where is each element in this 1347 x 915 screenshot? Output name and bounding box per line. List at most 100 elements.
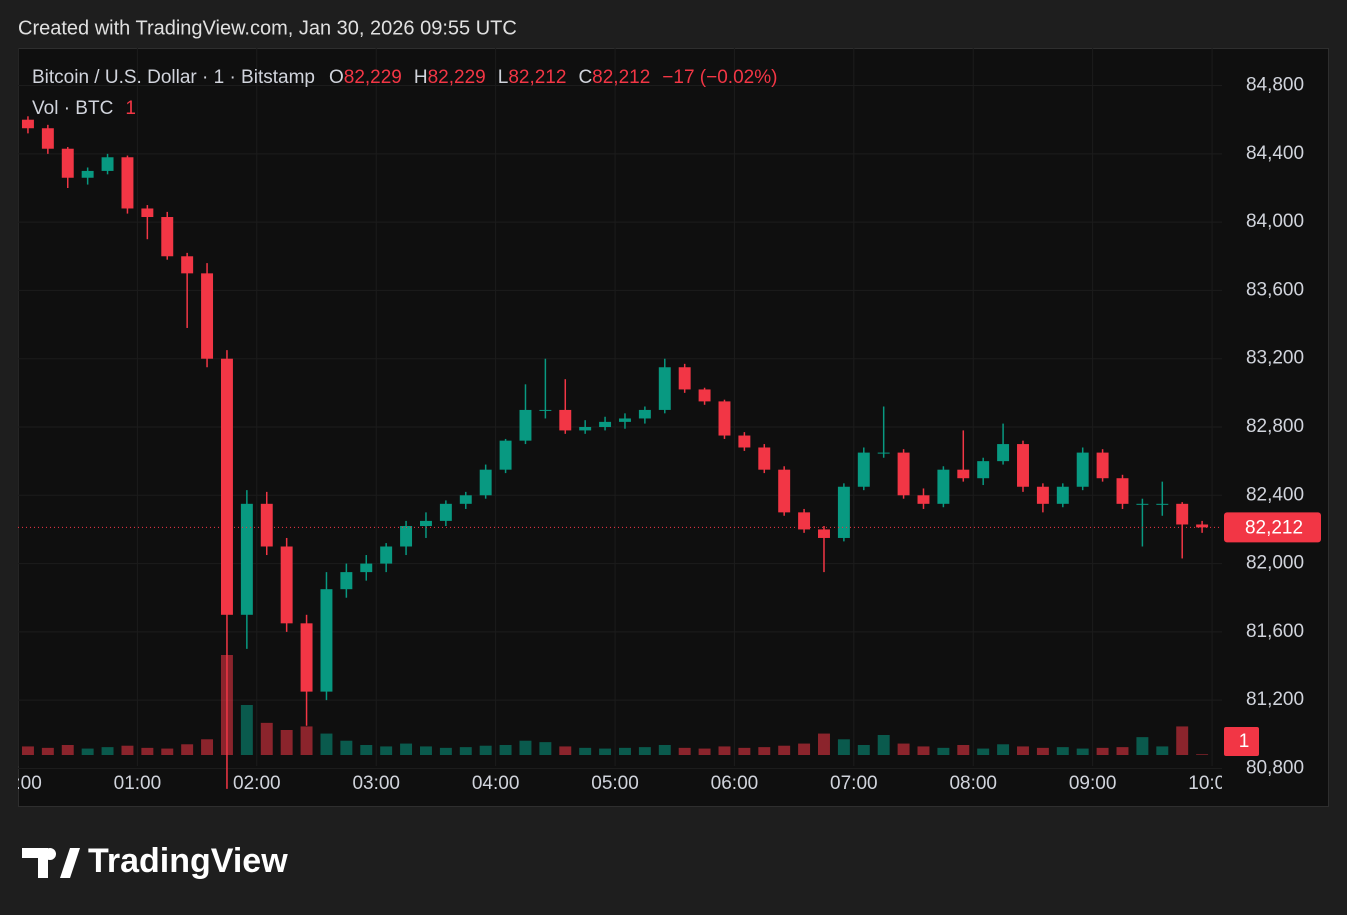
- caption: Created with TradingView.com, Jan 30, 20…: [18, 17, 517, 39]
- volume-bar: [280, 730, 293, 755]
- candle-body: [698, 389, 711, 402]
- brand-logo: [22, 848, 80, 878]
- candle-body: [101, 157, 114, 171]
- volume-bar: [837, 739, 850, 755]
- volume-bar: [1096, 747, 1109, 755]
- volume-bar: [1156, 746, 1169, 755]
- volume-legend: Vol · BTC 1: [32, 98, 136, 119]
- volume-bar: [698, 748, 711, 755]
- candle-body: [778, 469, 791, 513]
- volume-bar: [579, 747, 592, 755]
- legend-line: Bitcoin / U.S. Dollar · 1 · Bitstamp O82,…: [32, 67, 777, 88]
- candle-body: [400, 526, 413, 547]
- candle-body: [738, 435, 751, 448]
- volume-bar: [638, 747, 651, 755]
- change: −17 (−0.02%): [662, 67, 777, 88]
- candle-body: [1096, 452, 1109, 479]
- volume-bar: [101, 747, 114, 755]
- y-tick-label: 84,400: [1246, 143, 1304, 164]
- volume-bar: [360, 745, 373, 755]
- candle-body: [658, 367, 671, 410]
- y-tick-label: 82,800: [1246, 416, 1304, 437]
- candle-body: [499, 440, 512, 470]
- volume-bar: [499, 745, 512, 755]
- candle-body: [1036, 486, 1049, 504]
- volume-bar: [1116, 747, 1129, 755]
- ohlc-key: C: [578, 67, 592, 88]
- volume-bar: [300, 726, 313, 755]
- volume-bar: [141, 747, 154, 755]
- volume-bar: [121, 745, 134, 755]
- volume-bar: [619, 747, 631, 755]
- x-tick-label: 06:00: [711, 773, 759, 794]
- volume-bar: [957, 745, 970, 755]
- volume-bar: [738, 747, 751, 755]
- volume-bar: [1056, 747, 1069, 755]
- x-tick-label: 04:00: [472, 773, 520, 794]
- candle-body: [718, 401, 731, 436]
- volume-bar: [320, 733, 333, 755]
- volume-bar: [539, 742, 552, 755]
- candle-body: [997, 444, 1010, 462]
- volume-bar: [718, 746, 731, 755]
- y-tick-label: 84,000: [1246, 211, 1304, 232]
- candle-body: [161, 217, 174, 257]
- candle-body: [678, 367, 691, 390]
- x-tick-label: 03:00: [352, 773, 400, 794]
- volume-bar: [778, 745, 791, 755]
- x-axis: 00:00 01:00 02:00 03:00 04:00 05:00 06:00 07:00…: [0, 773, 1236, 794]
- y-axis: 80,800 81,200 81,600 82,000 82,400 82,800 83,2…: [1246, 75, 1304, 779]
- candle-body: [1017, 444, 1029, 487]
- candle-body: [201, 273, 214, 359]
- volume-label: Vol · BTC: [32, 98, 113, 119]
- candle-body: [897, 452, 910, 496]
- ohlc-value: 82,229: [428, 67, 486, 88]
- volume-bar: [1036, 747, 1049, 755]
- volume-bar: [977, 748, 990, 755]
- candle-body: [419, 520, 432, 527]
- volume-bar: [559, 746, 572, 755]
- volume-bar: [380, 746, 393, 755]
- ohlc-value: 82,212: [592, 67, 650, 88]
- volume-bar: [340, 740, 353, 755]
- candle-body: [320, 589, 333, 692]
- legend: Bitcoin / U.S. Dollar · 1 · Bitstamp O82,…: [32, 67, 777, 119]
- volume-bar: [818, 733, 830, 755]
- volume-bar: [240, 705, 253, 755]
- volume-value: 1: [125, 98, 136, 119]
- grid: [18, 48, 1222, 769]
- candle-body: [1196, 524, 1209, 528]
- candle-body: [280, 546, 293, 624]
- y-tick-label: 83,600: [1246, 279, 1304, 300]
- candle-body: [1156, 503, 1169, 505]
- candle-body: [638, 409, 651, 419]
- candle-body: [1056, 486, 1069, 504]
- candle-body: [1116, 478, 1129, 504]
- volume-bar: [419, 746, 432, 755]
- y-tick-label: 82,400: [1246, 484, 1304, 505]
- volume-bar: [678, 747, 691, 755]
- candle-body: [360, 563, 373, 573]
- x-tick-label: 00:00: [0, 773, 42, 794]
- candle-body: [539, 409, 552, 411]
- x-tick-label: 10:00: [1188, 773, 1236, 794]
- candle-body: [260, 503, 273, 547]
- y-tick-label: 82,000: [1246, 553, 1304, 574]
- candle-body: [220, 358, 233, 615]
- volume-bar: [459, 747, 472, 755]
- volume-bar: [1196, 754, 1209, 755]
- volume-bar: [161, 748, 174, 755]
- volume-badge: [1224, 727, 1259, 756]
- last-price-badge: [1224, 512, 1321, 543]
- volume-bar: [1017, 746, 1029, 755]
- ohlc-key: O: [329, 67, 344, 88]
- ohlc-value: 82,212: [508, 67, 566, 88]
- volume-bar: [201, 739, 214, 755]
- x-tick-label: 05:00: [591, 773, 639, 794]
- volume-bar: [41, 747, 54, 755]
- x-tick-label: 07:00: [830, 773, 878, 794]
- candle-body: [917, 495, 930, 504]
- plot-area: [18, 116, 1222, 789]
- candle-body: [837, 486, 850, 538]
